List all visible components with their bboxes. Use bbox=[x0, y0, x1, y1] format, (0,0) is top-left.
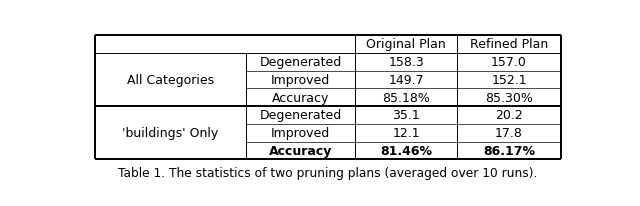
Text: 157.0: 157.0 bbox=[491, 56, 527, 69]
Text: Degenerated: Degenerated bbox=[260, 109, 342, 122]
Text: 85.30%: 85.30% bbox=[485, 91, 533, 104]
Text: Degenerated: Degenerated bbox=[260, 56, 342, 69]
Text: 158.3: 158.3 bbox=[388, 56, 424, 69]
Text: 81.46%: 81.46% bbox=[380, 144, 432, 157]
Text: Improved: Improved bbox=[271, 126, 330, 139]
Text: 152.1: 152.1 bbox=[492, 74, 527, 87]
Text: 85.18%: 85.18% bbox=[382, 91, 430, 104]
Text: 17.8: 17.8 bbox=[495, 126, 523, 139]
Text: 35.1: 35.1 bbox=[392, 109, 420, 122]
Text: 149.7: 149.7 bbox=[388, 74, 424, 87]
Text: Improved: Improved bbox=[271, 74, 330, 87]
Text: 'buildings' Only: 'buildings' Only bbox=[122, 126, 219, 139]
Text: 12.1: 12.1 bbox=[392, 126, 420, 139]
Text: 86.17%: 86.17% bbox=[483, 144, 535, 157]
Text: All Categories: All Categories bbox=[127, 74, 214, 87]
Text: 20.2: 20.2 bbox=[495, 109, 523, 122]
Text: Refined Plan: Refined Plan bbox=[470, 38, 548, 51]
Text: Accuracy: Accuracy bbox=[269, 144, 332, 157]
Text: Accuracy: Accuracy bbox=[272, 91, 330, 104]
Text: Table 1. The statistics of two pruning plans (averaged over 10 runs).: Table 1. The statistics of two pruning p… bbox=[118, 166, 538, 179]
Text: Original Plan: Original Plan bbox=[366, 38, 446, 51]
